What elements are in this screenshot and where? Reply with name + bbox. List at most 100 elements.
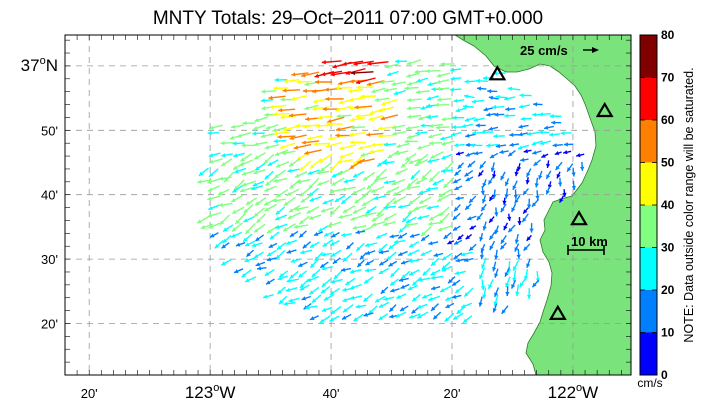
current-vector-head [274,151,280,156]
colorbar-tick-label: 60 [661,113,675,127]
current-vector-head [254,228,259,233]
current-vector-head [352,209,358,214]
current-vector-head [437,97,442,102]
current-vector-head [267,161,273,166]
current-vector-head [401,163,406,168]
current-vector-head [327,223,332,228]
current-vector-head [465,205,470,210]
current-vector-head [526,204,532,209]
current-vector-head [453,179,458,183]
current-vectors [196,59,585,324]
current-vector-head [253,212,259,217]
current-vector-head [383,296,388,301]
current-vector-head [441,265,447,270]
current-vector-head [486,143,491,148]
current-vector-head [280,144,285,149]
current-vector-head [368,149,374,154]
colorbar-bin [640,77,657,120]
current-vector-head [488,179,493,185]
current-vector-head [232,188,237,193]
current-vector-head [338,81,343,86]
current-vector-head [499,149,504,155]
current-vector-head [317,181,322,186]
colorbar: 0 10 20 30 40 50 60 70 80 cm/s NOTE: Data outsid… [637,28,696,390]
current-vector-head [428,221,433,226]
current-vector-head [334,197,340,202]
current-vector-head [264,145,270,150]
colorbar-tick-label: 80 [661,28,675,42]
current-vector-head [280,115,285,120]
current-vector-head [366,184,372,190]
current-vector-head [401,274,406,279]
current-vector-head [299,219,304,225]
current-vector-head [411,309,416,314]
current-vector-head [432,181,438,186]
current-vector-head [407,286,413,291]
current-vector-head [505,291,510,296]
current-vector-head [301,73,306,78]
current-vector-head [243,237,248,242]
current-vector-head [416,78,421,83]
current-vector-head [489,245,494,251]
current-vector-head [353,61,358,66]
current-vector-head [350,269,355,274]
current-vector-head [532,150,537,155]
longitude-tick-label: 123oW [185,382,236,402]
current-vector-head [209,125,214,130]
current-vector-head [287,168,292,173]
current-vector-head [526,236,531,241]
longitude-tick-label: 20' [444,386,461,401]
current-vector-head [517,221,522,226]
current-vector-head [312,106,317,112]
current-vector-head [327,118,332,124]
current-vector-head [325,96,330,102]
current-vector-head [479,236,484,242]
current-vector-head [275,224,280,229]
current-vector-head [452,115,457,120]
current-vector-head [313,231,319,236]
current-vector-head [503,225,508,231]
current-vector-head [473,117,479,122]
current-vector-head [286,249,292,254]
current-vector-head [287,215,293,219]
current-vector-head [479,274,484,280]
current-vector-head [291,72,296,77]
current-vector-head [549,132,554,137]
current-vector-head [349,105,354,111]
current-vector-head [447,240,452,245]
colorbar-tick-label: 10 [661,326,675,340]
current-vector-head [488,284,493,289]
current-vector-head [408,160,414,165]
current-vector-head [426,186,431,192]
current-vector-head [409,243,414,248]
current-vector-head [464,172,469,177]
current-vector-head [465,177,471,181]
current-vector-head [523,209,528,214]
current-vector-head [272,112,277,117]
current-vector-head [263,294,268,299]
current-vector-head [368,116,374,121]
current-vector-head [509,142,514,147]
current-vector-head [538,174,543,180]
current-vector-head [207,213,213,218]
current-vector-head [255,166,260,171]
current-vector-head [440,288,445,292]
current-vector-head [504,96,509,101]
current-vector-head [221,153,226,158]
current-vector-head [253,170,258,175]
current-vector-head [464,94,469,99]
ocean-background [65,35,631,375]
current-vector-head [378,303,384,308]
current-vector-head [381,101,386,106]
current-vector-head [362,201,367,206]
current-vector-head [278,299,284,305]
current-vector-head [567,167,572,172]
current-vector-head [504,272,509,277]
current-vector-head [283,301,288,306]
current-vector-head [355,304,360,309]
current-vector-head [330,279,336,284]
current-vector-head [407,182,412,188]
current-vector-head [365,250,371,255]
reference-vector-head [592,47,599,53]
current-vector-head [449,87,454,92]
